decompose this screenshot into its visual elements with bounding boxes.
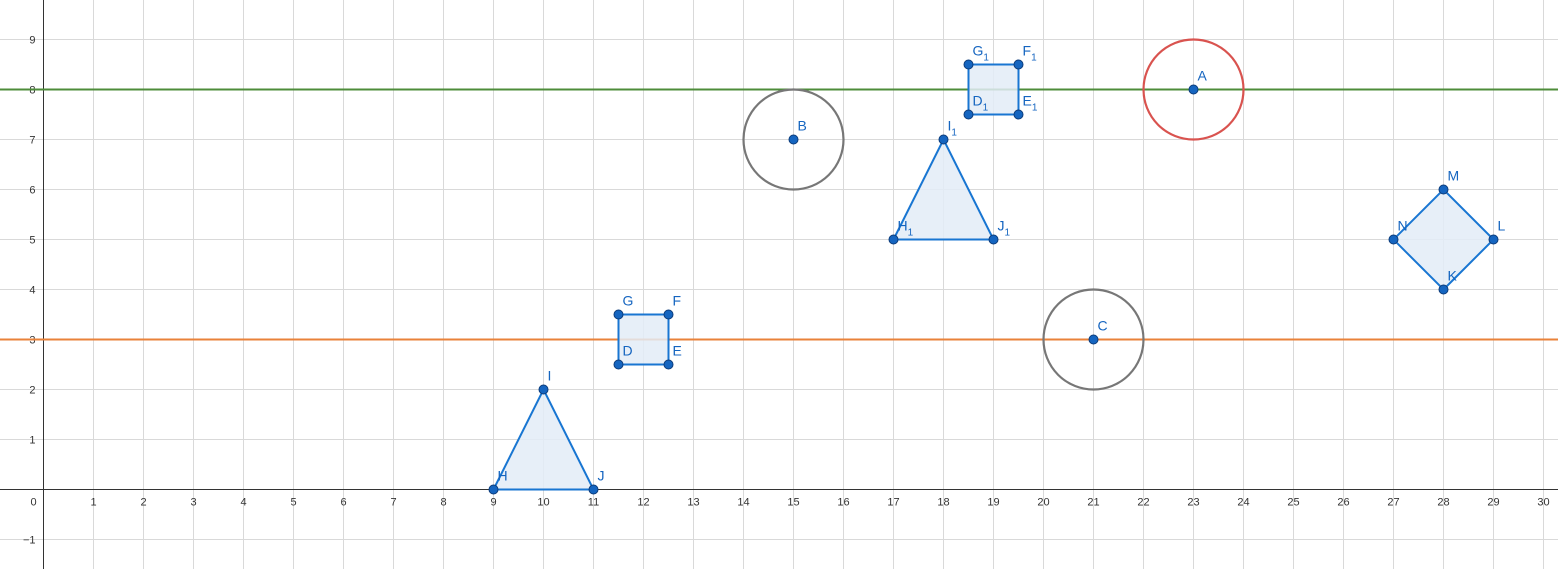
point-label-i: I [548,368,552,384]
polygon[interactable] [891,137,996,241]
x-tick-label: 9 [490,497,496,509]
point-d[interactable] [613,359,624,370]
x-tick-label: 8 [440,497,446,509]
horizontal-lines [0,88,1558,341]
point-label-g1: G1 [973,43,990,64]
circle[interactable] [742,88,845,191]
point-label-f: F [673,293,682,309]
y-tick-label: 2 [29,385,35,397]
x-tick-label: 18 [937,497,949,509]
x-tick-label: 11 [588,497,599,509]
x-tick-label: 20 [1037,497,1049,509]
point-i[interactable] [538,384,549,395]
point-j1[interactable] [988,234,999,245]
point-label-h: H [498,468,508,484]
x-tick-label: 14 [737,497,749,509]
point-label-m: M [1448,168,1460,184]
x-tick-label: 27 [1387,497,1399,509]
x-tick-label: 12 [637,497,649,509]
point-g1[interactable] [963,59,974,70]
x-tick-label: 22 [1137,497,1149,509]
x-tick-label: 6 [340,497,346,509]
x-tick-label: 10 [537,497,549,509]
x-tick-label: 23 [1187,497,1199,509]
x-tick-label: 4 [240,497,246,509]
x-tick-label: 21 [1087,497,1099,509]
point-label-a: A [1198,68,1208,84]
point-g[interactable] [613,309,624,320]
polygon[interactable] [491,387,596,491]
point-label-b: B [798,118,807,134]
x-tick-label: 16 [837,497,849,509]
point-label-c: C [1098,318,1108,334]
point-label-d: D [623,343,633,359]
point-label-e1: E1 [1023,93,1038,114]
point-label-n: N [1398,218,1408,234]
point-f1[interactable] [1013,59,1024,70]
x-tick-label: 0 [30,497,36,509]
x-tick-label: 15 [787,497,799,509]
y-tick-label: 1 [29,435,35,447]
point-label-f1: F1 [1023,43,1038,64]
point-label-l: L [1498,218,1506,234]
point-label-k: K [1448,268,1458,284]
point-labels: A B C D E F G H I J D1 E1 F1 G1 H1 I1 J1 K L M N [498,43,1506,484]
circles [742,38,1245,391]
point-k[interactable] [1438,284,1449,295]
point-j[interactable] [588,484,599,495]
point-e1[interactable] [1013,109,1024,120]
polygon[interactable] [1392,188,1495,291]
x-tick-label: 30 [1537,497,1549,509]
point-h1[interactable] [888,234,899,245]
circle[interactable] [1042,288,1145,391]
x-tick-label: 28 [1437,497,1449,509]
x-tick-label: 13 [687,497,699,509]
point-f[interactable] [663,309,674,320]
x-tick-label: 5 [290,497,296,509]
x-tick-label: 24 [1237,497,1249,509]
x-tick-label: 1 [90,497,96,509]
x-tick-label: 3 [190,497,196,509]
x-tick-label: 19 [987,497,999,509]
y-tick-label: 4 [29,285,35,297]
point-label-g: G [623,293,634,309]
y-tick-label: 6 [29,185,35,197]
point-label-d1: D1 [973,93,989,114]
point-n[interactable] [1388,234,1399,245]
point-label-i1: I1 [948,118,958,139]
x-tick-label: 26 [1337,497,1349,509]
point-l[interactable] [1488,234,1499,245]
point-b[interactable] [788,134,799,145]
point-a[interactable] [1188,84,1199,95]
point-label-j1: J1 [998,218,1011,239]
x-tick-label: 25 [1287,497,1299,509]
y-tick-label: −1 [23,535,36,547]
point-label-j: J [598,468,605,484]
x-tick-label: 7 [390,497,396,509]
point-h[interactable] [488,484,499,495]
point-label-h1: H1 [898,218,914,239]
point-c[interactable] [1088,334,1099,345]
circle[interactable] [1142,38,1245,141]
point-m[interactable] [1438,184,1449,195]
point-i1[interactable] [938,134,949,145]
point-d1[interactable] [963,109,974,120]
point-label-e: E [673,343,682,359]
x-tick-label: 17 [887,497,899,509]
points [488,59,1499,495]
x-tick-label: 2 [140,497,146,509]
y-tick-label: 5 [29,235,35,247]
point-e[interactable] [663,359,674,370]
y-tick-label: 9 [29,35,35,47]
y-tick-label: 7 [29,135,35,147]
x-tick-label: 29 [1487,497,1499,509]
